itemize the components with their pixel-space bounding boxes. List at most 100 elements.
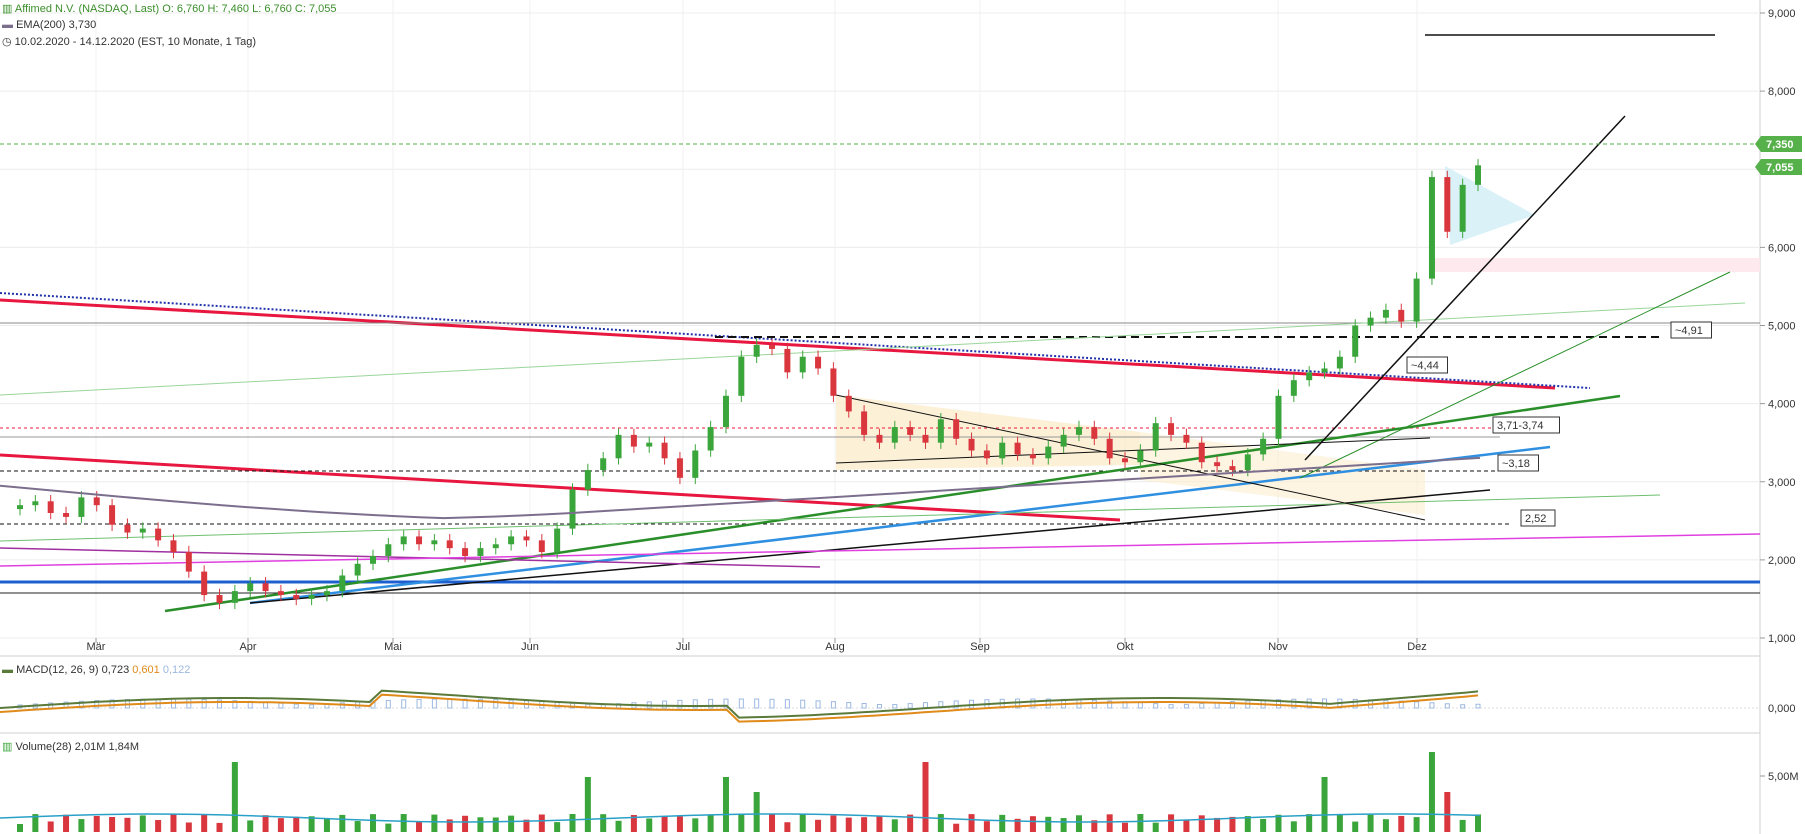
candle-body bbox=[216, 595, 223, 603]
red-downtrend-line bbox=[0, 298, 1556, 390]
volume-bar bbox=[185, 822, 192, 832]
consolidation-zone bbox=[1140, 432, 1425, 515]
ema-value: 3,730 bbox=[68, 19, 97, 31]
macd-histogram-bar bbox=[1291, 698, 1297, 709]
volume-bar bbox=[983, 821, 990, 832]
macd-histogram-bar bbox=[1229, 701, 1235, 709]
signal-line bbox=[0, 693, 1479, 723]
annotation-label: ~4,44 bbox=[1411, 360, 1439, 372]
x-tick-label: Dez bbox=[1407, 641, 1427, 653]
volume-bar bbox=[1137, 814, 1144, 832]
volume-bar bbox=[1244, 816, 1251, 832]
x-tick-label: Jul bbox=[676, 641, 690, 653]
candle-body bbox=[124, 524, 131, 533]
clock-icon: ◷ bbox=[2, 36, 12, 48]
volume-bar bbox=[323, 818, 330, 832]
candle-body bbox=[968, 438, 975, 451]
candle-body bbox=[231, 591, 238, 603]
candle-body bbox=[1029, 454, 1036, 459]
candle-body bbox=[308, 595, 315, 599]
volume-bar bbox=[891, 819, 898, 832]
volume-bar bbox=[124, 817, 131, 832]
volume-bar bbox=[707, 815, 714, 832]
volume-bar bbox=[216, 822, 223, 832]
candle-body bbox=[339, 575, 346, 592]
volume-bar bbox=[1290, 821, 1297, 832]
candle-body bbox=[799, 356, 806, 373]
macd-histogram-bar bbox=[201, 699, 207, 709]
volume-legend-icon: ▥ bbox=[2, 741, 13, 753]
macd-histogram-bar bbox=[1107, 700, 1113, 709]
volume-bar bbox=[1260, 818, 1267, 832]
macd-histogram-bar bbox=[385, 699, 391, 709]
volume-bar bbox=[584, 777, 591, 832]
candle-body bbox=[1229, 466, 1236, 471]
candle-body bbox=[109, 505, 116, 525]
macd-histogram-bar bbox=[1091, 699, 1097, 709]
macd-histogram-bar bbox=[1352, 698, 1358, 709]
candle-body bbox=[1367, 317, 1374, 326]
candle-body bbox=[784, 348, 791, 373]
candle-body bbox=[1152, 423, 1159, 451]
volume-bar bbox=[1029, 816, 1036, 832]
green-channel-line bbox=[1299, 271, 1731, 479]
candle-body bbox=[446, 540, 453, 549]
candle-body bbox=[247, 583, 254, 592]
macd-histogram-bar bbox=[892, 704, 898, 709]
annotation-box bbox=[1670, 321, 1712, 339]
candle-body bbox=[1321, 368, 1328, 373]
macd-histogram-bar bbox=[109, 699, 115, 709]
macd-histogram-bar bbox=[677, 699, 683, 709]
macd-histogram-bar bbox=[1475, 703, 1481, 709]
volume-title: Volume(28) bbox=[15, 741, 72, 753]
volume-bar bbox=[861, 817, 868, 832]
black-steep-trendline bbox=[1304, 115, 1626, 461]
candle-body bbox=[569, 489, 576, 529]
candle-body bbox=[477, 548, 484, 556]
candle-body bbox=[769, 345, 776, 349]
volume-bar bbox=[600, 814, 607, 832]
volume-bar bbox=[1152, 822, 1159, 832]
candle-body bbox=[830, 368, 837, 396]
candle-body bbox=[907, 427, 914, 435]
candle-body bbox=[1045, 446, 1052, 459]
macd-histogram-bar bbox=[1414, 701, 1420, 709]
x-tick-label: Jun bbox=[521, 641, 539, 653]
volume-bar bbox=[201, 814, 208, 832]
volume-bar bbox=[446, 819, 453, 832]
candle-body bbox=[1275, 395, 1282, 439]
macd-histogram-bar bbox=[493, 699, 499, 709]
candle-body bbox=[492, 544, 499, 549]
candle-body bbox=[661, 442, 668, 459]
ema-200-line bbox=[0, 456, 1481, 520]
candle-body bbox=[1475, 165, 1481, 185]
candle-body bbox=[1413, 278, 1420, 322]
candle-body bbox=[1198, 442, 1205, 463]
volume-bar bbox=[93, 816, 100, 832]
volume-bar bbox=[1336, 814, 1343, 832]
volume-bar bbox=[661, 816, 668, 832]
price-badge-label: 7,055 bbox=[1766, 162, 1794, 174]
candle-body bbox=[1459, 184, 1466, 232]
volume-bar bbox=[646, 818, 653, 832]
candle-body bbox=[17, 505, 23, 510]
volume-bar bbox=[293, 816, 300, 832]
annotation-label: 2,52 bbox=[1525, 513, 1546, 525]
y-tick-label: 8,000 bbox=[1768, 86, 1796, 98]
macd-histogram-bar bbox=[1444, 703, 1450, 709]
volume-bar bbox=[1444, 792, 1451, 832]
volume-bar bbox=[508, 815, 515, 832]
price-badge bbox=[1755, 159, 1802, 175]
candle-body bbox=[93, 497, 100, 506]
volume-bar bbox=[1352, 821, 1359, 832]
candle-body bbox=[753, 345, 760, 357]
macd-histogram-bar bbox=[401, 699, 407, 709]
volume-bar bbox=[477, 817, 484, 832]
volume-bar bbox=[155, 820, 162, 832]
annotation-label: 3,71-3,74 bbox=[1497, 420, 1543, 432]
annotation-label: ~4,91 bbox=[1675, 325, 1703, 337]
macd-histogram-bar bbox=[94, 700, 100, 709]
candle-body bbox=[722, 395, 729, 428]
